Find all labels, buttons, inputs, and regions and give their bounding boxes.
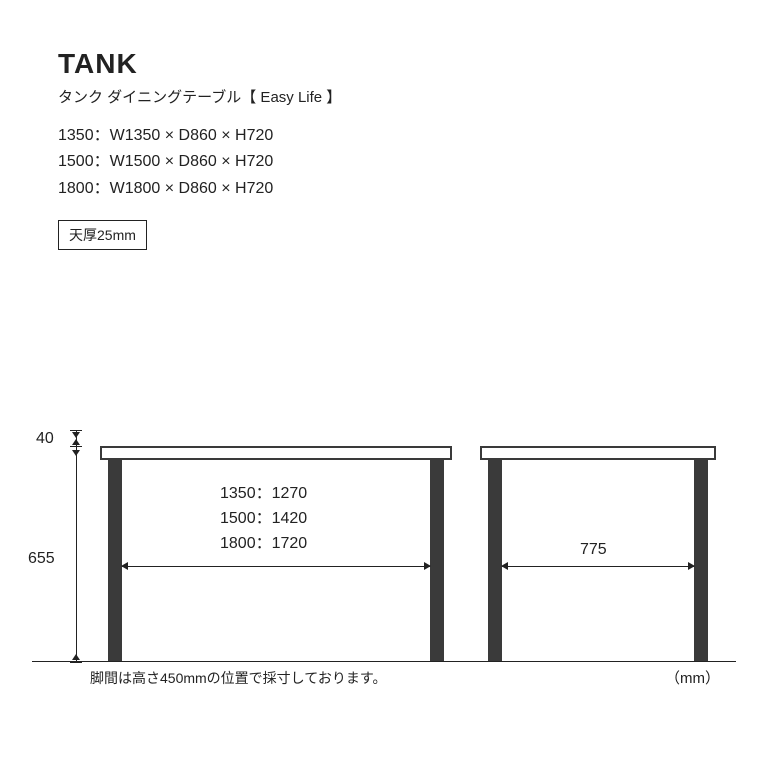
horizontal-dimension-line <box>502 566 694 567</box>
table-leg <box>694 460 708 662</box>
dimension-spec-list: 1350：W1350 × D860 × H720 1500：W1500 × D8… <box>58 123 341 202</box>
table-front-view: 1350：1270 1500：1420 1800：1720 <box>100 446 452 662</box>
inner-width-value: 775 <box>580 541 607 559</box>
product-subtitle: タンク ダイニングテーブル【 Easy Life 】 <box>58 86 341 107</box>
arrow-up-icon <box>72 654 80 660</box>
tabletop <box>480 446 716 460</box>
inner-width-value: 1800：1720 <box>220 532 307 557</box>
thickness-badge: 天厚25mm <box>58 220 147 250</box>
footnote-text: 脚間は高さ450mmの位置で採寸しております。 <box>90 668 386 688</box>
horizontal-dimension-line <box>122 566 430 567</box>
table-leg <box>430 460 444 662</box>
inner-width-value: 1500：1420 <box>220 507 307 532</box>
arrow-down-icon <box>72 432 80 438</box>
spec-line: 1350：W1350 × D860 × H720 <box>58 123 341 149</box>
dimension-tick <box>70 662 82 663</box>
arrow-right-icon <box>424 562 431 570</box>
vertical-dimension-line <box>76 430 77 662</box>
ground-line <box>32 661 736 662</box>
arrow-down-icon <box>72 450 80 456</box>
product-title: TANK <box>58 48 341 80</box>
technical-drawing: 40 655 1350：1270 1500：1420 1800：1720 <box>0 430 768 690</box>
dimension-tick <box>70 446 82 447</box>
inner-width-value: 1350：1270 <box>220 482 307 507</box>
tabletop <box>100 446 452 460</box>
inner-width-list: 1350：1270 1500：1420 1800：1720 <box>220 482 307 556</box>
header-block: TANK タンク ダイニングテーブル【 Easy Life 】 1350：W13… <box>58 48 341 250</box>
spec-line: 1500：W1500 × D860 × H720 <box>58 149 341 175</box>
table-leg <box>488 460 502 662</box>
arrow-right-icon <box>688 562 695 570</box>
spec-line: 1800：W1800 × D860 × H720 <box>58 176 341 202</box>
table-leg <box>108 460 122 662</box>
unit-label: （mm） <box>665 667 720 688</box>
table-side-view: 775 <box>480 446 716 662</box>
arrow-left-icon <box>121 562 128 570</box>
arrow-left-icon <box>501 562 508 570</box>
dimension-value: 655 <box>28 550 55 568</box>
dimension-value: 40 <box>36 430 54 448</box>
arrow-up-icon <box>72 439 80 445</box>
dimension-tick <box>70 430 82 431</box>
page: TANK タンク ダイニングテーブル【 Easy Life 】 1350：W13… <box>0 0 768 768</box>
